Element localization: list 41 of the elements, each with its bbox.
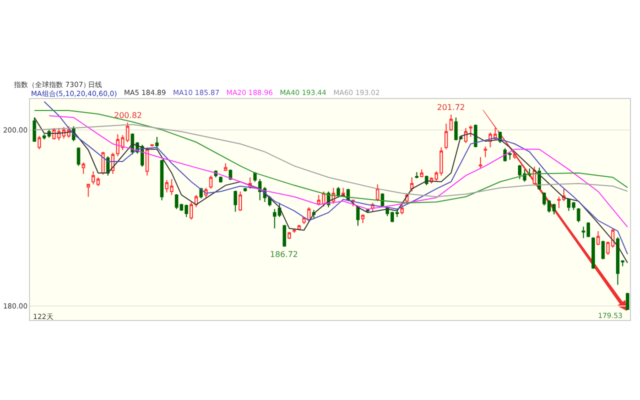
annotation: 200.82	[114, 111, 142, 120]
candlestick	[415, 172, 418, 179]
candlestick	[244, 187, 247, 192]
candlestick	[420, 168, 424, 178]
candlestick	[32, 116, 36, 142]
candlestick	[484, 146, 488, 158]
candlestick	[449, 114, 453, 132]
candlestick	[444, 123, 448, 150]
candlestick	[238, 190, 242, 212]
candlestick	[376, 184, 380, 202]
candlestick	[160, 159, 164, 201]
annotation: 186.72	[270, 250, 298, 259]
candlestick	[218, 176, 222, 184]
candlestick	[468, 124, 472, 138]
annotation: 201.72	[437, 103, 465, 112]
candlestick	[292, 228, 296, 234]
candlestick	[410, 176, 414, 192]
candlestick	[626, 292, 630, 311]
candlestick	[592, 236, 595, 270]
candlestick	[288, 231, 292, 240]
candlestick	[209, 175, 213, 190]
line-series	[34, 116, 628, 264]
line-series	[34, 110, 628, 204]
candlestick	[342, 187, 345, 198]
candlestick	[576, 208, 580, 223]
candlestick	[38, 135, 42, 150]
candlestick	[478, 156, 482, 170]
candlestick	[282, 224, 286, 248]
candlestick	[400, 202, 404, 215]
candlestick	[356, 206, 360, 226]
candlestick	[234, 190, 238, 212]
candlestick	[86, 184, 90, 198]
line-series	[34, 124, 628, 198]
candlestick	[464, 128, 468, 144]
candlestick	[82, 162, 86, 174]
candlestick	[513, 152, 516, 160]
candlestick	[361, 214, 365, 224]
candlestick	[596, 230, 600, 246]
candlestick	[336, 186, 340, 198]
candlestick	[224, 162, 228, 171]
candlestick	[155, 136, 159, 149]
